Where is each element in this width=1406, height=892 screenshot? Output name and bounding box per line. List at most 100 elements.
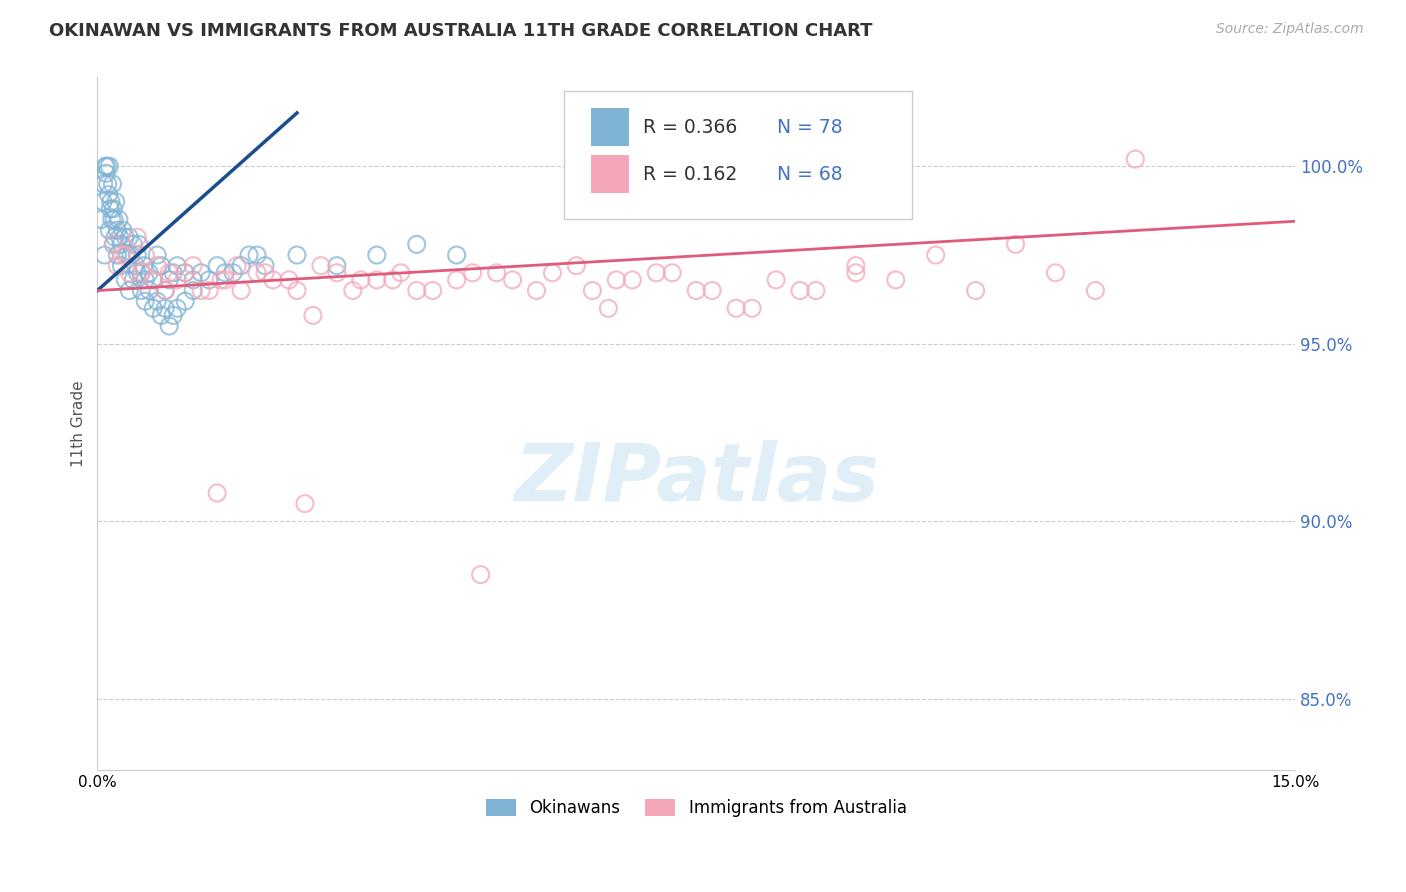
Point [294, 497, 316, 511]
Point [190, 284, 212, 298]
Point [366, 248, 388, 262]
Point [142, 273, 165, 287]
Point [146, 294, 169, 309]
Point [105, 223, 128, 237]
Point [94, 159, 117, 173]
Point [205, 259, 228, 273]
Point [103, 212, 125, 227]
Point [789, 284, 811, 298]
Point [229, 259, 252, 273]
Point [446, 248, 468, 262]
Point [98, 223, 121, 237]
Point [422, 284, 444, 298]
Point [93, 177, 115, 191]
Point [702, 284, 724, 298]
Point [129, 266, 152, 280]
Point [238, 248, 260, 262]
Point [246, 248, 269, 262]
Point [90, 212, 112, 227]
Point [138, 284, 160, 298]
Point [174, 294, 197, 309]
Point [150, 309, 173, 323]
Point [93, 248, 115, 262]
Point [104, 230, 127, 244]
Point [1123, 152, 1146, 166]
Text: ZIPatlas: ZIPatlas [513, 440, 879, 518]
Point [190, 266, 212, 280]
Point [262, 273, 284, 287]
Point [166, 259, 188, 273]
Point [845, 266, 868, 280]
Point [114, 248, 136, 262]
Point [209, 273, 232, 287]
Point [804, 284, 827, 298]
Point [108, 230, 131, 244]
Point [104, 194, 127, 209]
Point [97, 177, 120, 191]
Point [110, 237, 132, 252]
Y-axis label: 11th Grade: 11th Grade [72, 380, 86, 467]
Point [925, 248, 948, 262]
Point [765, 273, 787, 287]
Point [485, 266, 508, 280]
Point [502, 273, 524, 287]
Point [845, 259, 868, 273]
Point [965, 284, 987, 298]
Point [127, 248, 149, 262]
Point [157, 273, 180, 287]
Point [214, 266, 236, 280]
Point [162, 309, 184, 323]
Point [246, 266, 269, 280]
Point [97, 187, 120, 202]
Point [157, 266, 180, 280]
Point [118, 284, 141, 298]
Point [389, 266, 412, 280]
Point [127, 230, 149, 244]
Point [725, 301, 748, 316]
Point [120, 248, 142, 262]
Point [229, 284, 252, 298]
Point [405, 284, 427, 298]
Point [98, 159, 121, 173]
Point [198, 284, 221, 298]
Point [581, 284, 603, 298]
FancyBboxPatch shape [591, 155, 628, 194]
Point [381, 273, 404, 287]
Point [127, 266, 149, 280]
Point [155, 284, 177, 298]
FancyBboxPatch shape [591, 108, 628, 146]
Point [181, 259, 204, 273]
Point [685, 284, 707, 298]
Point [146, 259, 169, 273]
Point [124, 259, 146, 273]
Point [302, 309, 325, 323]
Point [118, 230, 141, 244]
Point [541, 266, 564, 280]
Point [128, 237, 150, 252]
Point [91, 194, 114, 209]
Point [285, 248, 308, 262]
Text: N = 68: N = 68 [778, 165, 842, 184]
Point [101, 177, 124, 191]
Point [122, 237, 145, 252]
Point [253, 266, 276, 280]
Text: Source: ZipAtlas.com: Source: ZipAtlas.com [1216, 22, 1364, 37]
Point [741, 301, 763, 316]
Point [103, 237, 125, 252]
Point [138, 266, 160, 280]
Point [174, 266, 197, 280]
Text: N = 78: N = 78 [778, 118, 842, 136]
Point [366, 273, 388, 287]
Point [342, 284, 364, 298]
Text: R = 0.162: R = 0.162 [644, 165, 738, 184]
Point [100, 212, 122, 227]
Point [565, 259, 588, 273]
Point [118, 266, 141, 280]
FancyBboxPatch shape [564, 91, 911, 219]
Point [405, 237, 427, 252]
Point [150, 259, 173, 273]
Point [1004, 237, 1026, 252]
Point [146, 248, 169, 262]
Point [110, 248, 132, 262]
Point [110, 259, 132, 273]
